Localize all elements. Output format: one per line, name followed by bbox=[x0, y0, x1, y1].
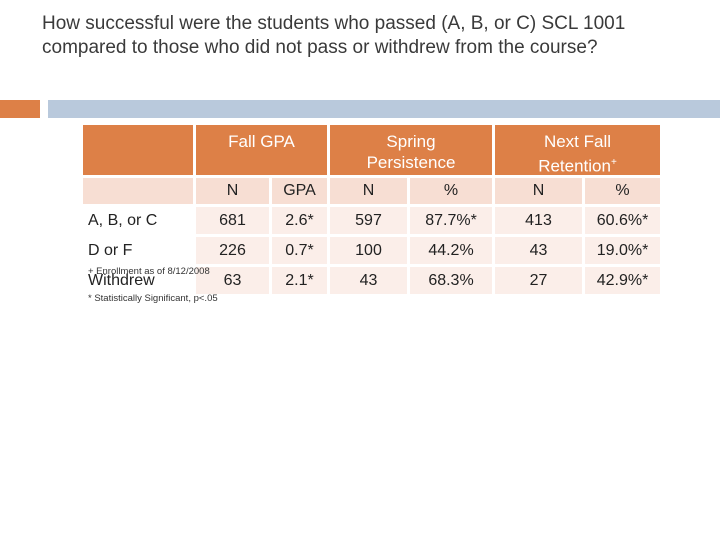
header-group: Next Fall Retention+ bbox=[495, 125, 660, 177]
header-text: Next Fall Retention+ bbox=[518, 131, 638, 177]
header-group: Spring Persistence bbox=[330, 125, 492, 175]
header-text: Spring Persistence bbox=[351, 131, 471, 173]
data-cell: 597 bbox=[330, 207, 407, 234]
cell-text: 0.7* bbox=[285, 241, 314, 259]
header-label: Spring Persistence bbox=[366, 132, 456, 172]
cell-text: 44.2% bbox=[428, 241, 474, 259]
row-label: D or F bbox=[83, 237, 193, 264]
data-cell: 100 bbox=[330, 237, 407, 264]
cell-text: 43 bbox=[359, 271, 378, 289]
data-cell: 44.2% bbox=[410, 237, 492, 264]
cell-text: 63 bbox=[223, 271, 242, 289]
data-cell: 63 bbox=[196, 267, 269, 294]
cell-text: 2.6* bbox=[285, 211, 314, 229]
data-cell: 226 bbox=[196, 237, 269, 264]
column-header: % bbox=[585, 178, 660, 204]
footnote: * Statistically Significant, p<.05 bbox=[88, 293, 218, 304]
cell-text: 2.1* bbox=[285, 271, 314, 289]
row-label: Withdrew bbox=[83, 267, 193, 294]
data-cell: 42.9%* bbox=[585, 267, 660, 294]
data-cell: 68.3% bbox=[410, 267, 492, 294]
cell-text: D or F bbox=[88, 241, 133, 259]
header-group: Fall GPA bbox=[196, 125, 327, 175]
cell-text: A, B, or C bbox=[88, 211, 158, 229]
column-label: % bbox=[443, 182, 459, 199]
column-header: GPA bbox=[272, 178, 327, 204]
data-cell: 2.6* bbox=[272, 207, 327, 234]
cell-text: 87.7%* bbox=[425, 211, 477, 229]
column-header: N bbox=[330, 178, 407, 204]
footnote-marker: + bbox=[610, 157, 617, 168]
header-cell bbox=[83, 125, 193, 175]
header-label: Fall GPA bbox=[228, 132, 295, 151]
column-label: % bbox=[615, 182, 630, 199]
column-header: N bbox=[196, 178, 269, 204]
data-cell: 681 bbox=[196, 207, 269, 234]
cell-text: 100 bbox=[355, 241, 382, 259]
data-cell: 413 bbox=[495, 207, 582, 234]
cell-text: 19.0%* bbox=[596, 241, 649, 259]
header-cell bbox=[83, 178, 193, 204]
cell-text: Withdrew bbox=[88, 271, 155, 289]
data-cell: 43 bbox=[330, 267, 407, 294]
cell-text: 43 bbox=[529, 241, 548, 259]
column-header: % bbox=[410, 178, 492, 204]
cell-text: 42.9%* bbox=[596, 271, 649, 289]
accent-bar bbox=[0, 100, 40, 118]
cell-text: 27 bbox=[529, 271, 548, 289]
cell-text: 597 bbox=[355, 211, 382, 229]
column-label: N bbox=[362, 182, 375, 199]
column-header: N bbox=[495, 178, 582, 204]
cell-text: 68.3% bbox=[428, 271, 474, 289]
row-label: A, B, or C bbox=[83, 207, 193, 234]
data-cell: 60.6%* bbox=[585, 207, 660, 234]
data-cell: 43 bbox=[495, 237, 582, 264]
column-label: GPA bbox=[283, 182, 316, 199]
cell-text: 226 bbox=[219, 241, 246, 259]
data-cell: 0.7* bbox=[272, 237, 327, 264]
column-label: N bbox=[226, 182, 239, 199]
cell-text: 681 bbox=[219, 211, 246, 229]
column-label: N bbox=[532, 182, 545, 199]
data-cell: 19.0%* bbox=[585, 237, 660, 264]
header-label: Next Fall Retention bbox=[538, 132, 612, 176]
divider-bar bbox=[48, 100, 720, 118]
data-cell: 27 bbox=[495, 267, 582, 294]
cell-text: 413 bbox=[525, 211, 552, 229]
header-text: Fall GPA bbox=[228, 131, 295, 152]
data-cell: 2.1* bbox=[272, 267, 327, 294]
data-cell: 87.7%* bbox=[410, 207, 492, 234]
slide-title: How successful were the students who pas… bbox=[42, 13, 626, 58]
footnote: + Enrollment as of 8/12/2008 bbox=[88, 266, 210, 277]
cell-text: 60.6%* bbox=[596, 211, 649, 229]
